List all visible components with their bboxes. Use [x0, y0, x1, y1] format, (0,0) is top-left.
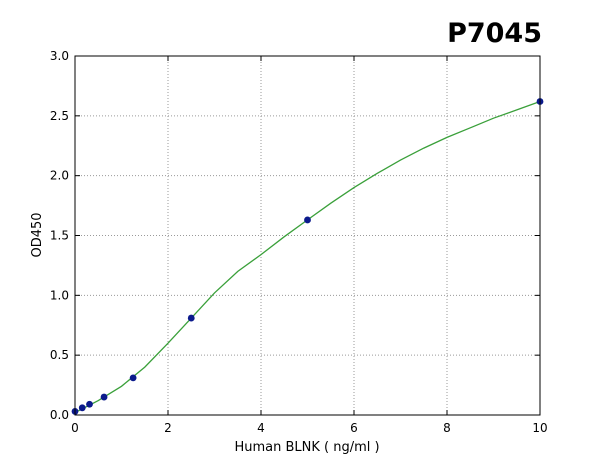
data-point — [304, 216, 311, 224]
data-point — [187, 314, 195, 322]
y-tick-label: 1.5 — [50, 229, 69, 243]
data-point — [100, 393, 108, 401]
y-tick-label: 1.0 — [50, 288, 69, 302]
x-axis-label: Human BLNK ( ng/ml ) — [234, 440, 379, 455]
x-tick-label: 10 — [532, 421, 547, 435]
y-tick-label: 3.0 — [50, 49, 69, 63]
y-tick-label: 0.5 — [50, 348, 69, 362]
x-tick-label: 8 — [443, 421, 451, 435]
data-point — [129, 374, 137, 382]
x-tick-label: 0 — [71, 421, 79, 435]
y-tick-label: 0.0 — [50, 408, 69, 422]
chart-title: P7045 — [447, 18, 542, 49]
fit-curve-layer — [74, 100, 541, 414]
y-tick-label: 2.0 — [50, 169, 69, 183]
x-axis-ticks: 0 2 4 6 8 10 — [71, 56, 548, 435]
y-axis-ticks: 0.0 0.5 1.0 1.5 2.0 2.5 3.0 — [50, 49, 540, 422]
data-point — [78, 404, 86, 412]
data-point — [86, 400, 93, 408]
fit-curve-line — [74, 100, 541, 414]
y-tick-label: 2.5 — [50, 109, 69, 123]
data-points-layer — [71, 98, 544, 415]
x-tick-label: 2 — [164, 421, 172, 435]
x-tick-label: 4 — [257, 421, 265, 435]
x-tick-label: 6 — [350, 421, 358, 435]
grid — [74, 55, 541, 416]
y-axis-label: OD450 — [30, 212, 45, 257]
